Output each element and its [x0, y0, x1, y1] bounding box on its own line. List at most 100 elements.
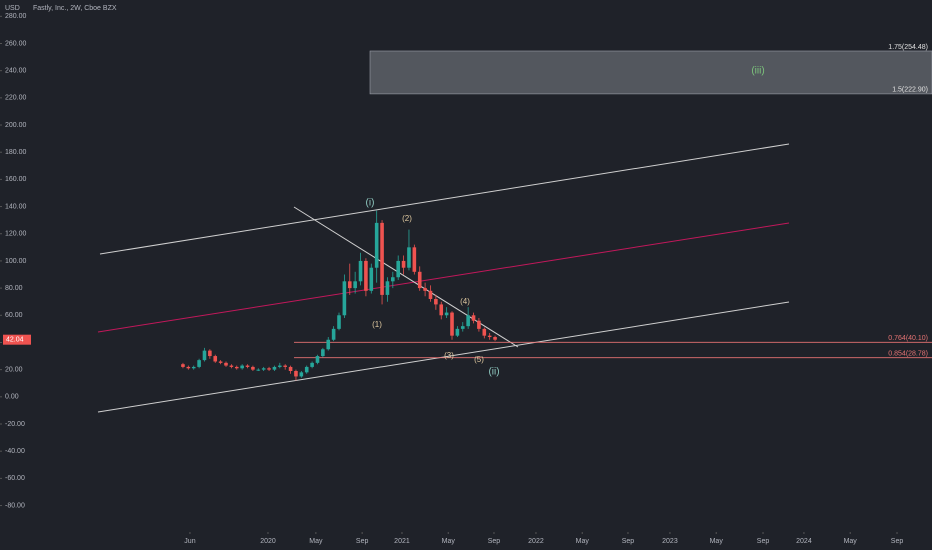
x-tick-label: May: [710, 538, 724, 545]
candle-body: [342, 281, 347, 316]
candle-body: [251, 366, 255, 370]
candle-body: [299, 372, 304, 377]
fib-label: 1.5(222.90): [892, 87, 928, 94]
x-tick-label: Sep: [488, 538, 501, 545]
candle-body: [202, 350, 207, 361]
wave-label: (2): [402, 214, 412, 223]
y-tick-label: 60.00: [5, 312, 23, 319]
candles: [181, 210, 497, 381]
x-tick-label: Sep: [891, 538, 904, 545]
candle-body: [493, 337, 497, 340]
candle-body: [434, 298, 438, 305]
x-tick-label: 2021: [394, 538, 410, 545]
y-tick-label: 180.00: [5, 149, 27, 156]
candle-body: [391, 277, 395, 282]
y-tick-label: 260.00: [5, 40, 27, 47]
candle-body: [229, 365, 234, 367]
candle-body: [208, 350, 212, 357]
fib-label: 0.854(28.78): [888, 351, 928, 358]
fib-zone: [369, 50, 932, 95]
y-tick-label: 20.00: [5, 366, 23, 373]
y-tick-label: 120.00: [5, 231, 27, 238]
candle-body: [310, 362, 314, 367]
candle-body: [181, 364, 185, 367]
channel-middle: [97, 222, 790, 333]
candle-body: [364, 260, 368, 291]
candle-body: [471, 315, 476, 321]
candle-body: [369, 267, 374, 291]
y-tick-label: 280.00: [5, 13, 27, 20]
candle-body: [401, 260, 406, 268]
candle-body: [407, 247, 411, 268]
x-tick-label: 2022: [528, 538, 544, 545]
wave-label: (3): [444, 351, 454, 360]
x-tick-label: May: [309, 538, 323, 545]
x-tick-label: Sep: [757, 538, 770, 545]
candle-body: [213, 356, 218, 362]
candle-body: [450, 312, 454, 336]
candle-body: [256, 369, 261, 371]
y-tick-label: -20.00: [5, 421, 25, 428]
candle-body: [396, 260, 400, 278]
candle-body: [272, 366, 277, 370]
wave-label: (i): [366, 198, 375, 209]
candle-body: [261, 368, 266, 370]
candle-body: [315, 356, 320, 363]
wave-label: (4): [460, 297, 470, 306]
candle-body: [466, 315, 470, 327]
x-tick-label: May: [844, 538, 858, 545]
last-price-box: [3, 334, 31, 345]
candle-body: [353, 281, 357, 289]
y-unit: USD: [5, 5, 20, 12]
y-tick-label: 220.00: [5, 95, 27, 102]
candle-body: [304, 366, 309, 373]
candle-body: [337, 315, 341, 329]
y-tick-label: 80.00: [5, 285, 23, 292]
candle-body: [186, 366, 191, 369]
fib-group: 1.75(254.48) 1.5(222.90) 0.764(40.10) 0.854…: [294, 44, 932, 359]
candle-body: [428, 290, 433, 299]
candle-body: [234, 366, 239, 369]
channel-lower: [97, 301, 790, 413]
wave-label: (5): [474, 355, 484, 364]
candle-body: [283, 365, 287, 367]
candle-body: [294, 371, 298, 377]
candle-body: [385, 281, 390, 295]
candle-body: [191, 366, 196, 369]
y-tick-label: 200.00: [5, 122, 27, 129]
candle-body: [380, 222, 384, 295]
x-tick-label: 2020: [260, 538, 276, 545]
candle-body: [358, 260, 363, 282]
candle-body: [444, 312, 449, 316]
candle-body: [326, 339, 331, 350]
candle-body: [288, 366, 293, 371]
candle-body: [267, 368, 271, 370]
candle-body: [374, 222, 379, 268]
y-tick-label: -40.00: [5, 448, 25, 455]
candle-body: [224, 362, 228, 366]
candle-body: [477, 320, 481, 329]
candle-body: [417, 271, 422, 289]
candle-body: [218, 361, 223, 363]
wave-label: (ii): [488, 367, 499, 378]
fib-label: 1.75(254.48): [888, 44, 928, 51]
x-tick-label: Sep: [356, 538, 369, 545]
candle-body: [455, 328, 460, 336]
y-tick-label: -60.00: [5, 475, 25, 482]
y-tick-label: 140.00: [5, 203, 27, 210]
y-tick-label: 100.00: [5, 258, 27, 265]
y-tick-label: 240.00: [5, 68, 27, 75]
candle-body: [412, 247, 417, 272]
y-tick-label: -80.00: [5, 502, 25, 509]
x-tick-label: May: [576, 538, 590, 545]
candle-body: [197, 360, 201, 367]
y-tick-label: 160.00: [5, 176, 27, 183]
candle-body: [460, 326, 465, 329]
candle-body: [439, 304, 444, 316]
y-tick-label: 0.00: [5, 394, 19, 401]
candle-body: [423, 288, 427, 291]
candle-body: [278, 365, 282, 367]
candle-body: [482, 328, 487, 336]
